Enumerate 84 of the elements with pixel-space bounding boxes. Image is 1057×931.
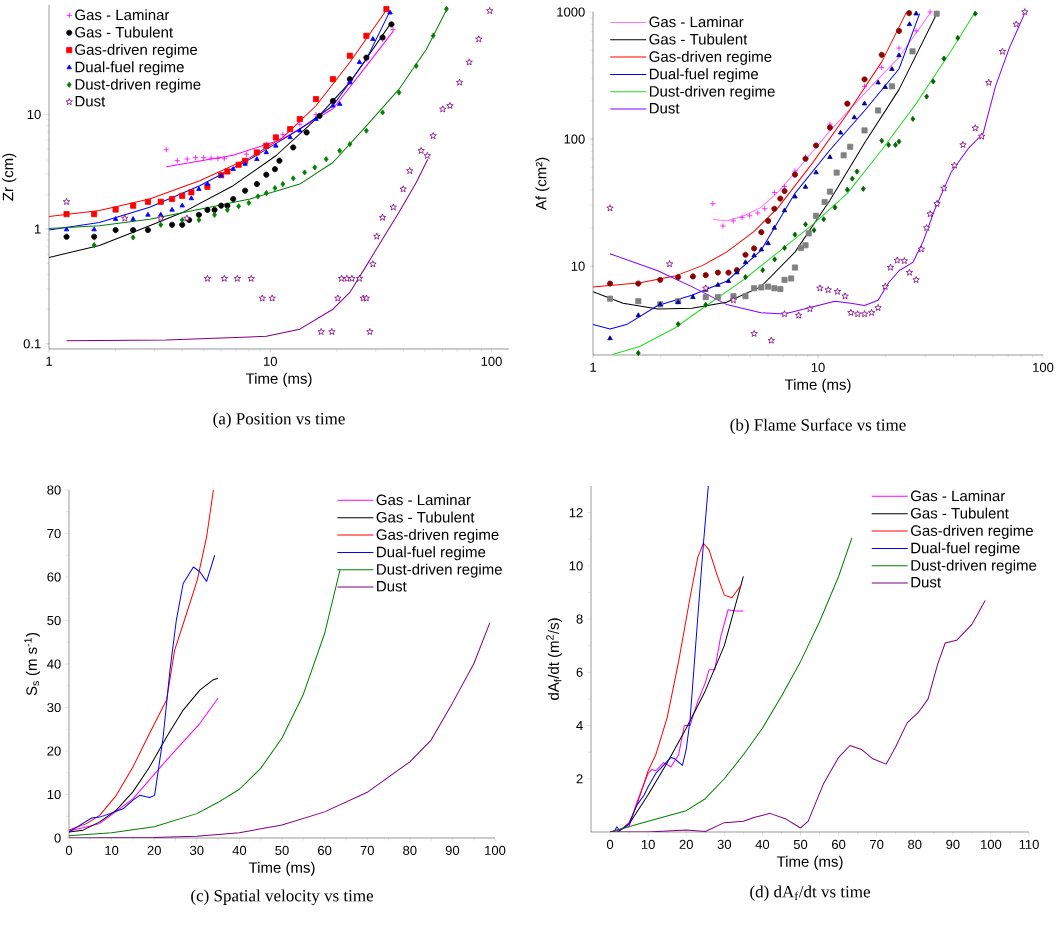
- legend-label: Gas-driven regime: [649, 50, 772, 65]
- x-tick-label: 80: [908, 839, 922, 849]
- x-axis-title: Time (ms): [248, 861, 315, 876]
- x-tick-label: 20: [679, 839, 693, 849]
- legend-label: Dust-driven regime: [75, 78, 201, 93]
- legend-label: Dual-fuel regime: [75, 61, 184, 76]
- legend-label: Dust: [911, 577, 941, 588]
- legend-label: Gas-driven regime: [75, 43, 198, 58]
- legend-label: Dual-fuel regime: [649, 68, 759, 83]
- text: (b) Flame Surface vs time: [730, 418, 906, 435]
- y-axis-title: S$_{s}$ (m s$^{-1}$): [24, 632, 40, 696]
- y-axis-title: Zr (cm): [2, 153, 17, 201]
- x-tick-label: 0: [65, 845, 73, 855]
- legend-label: Dust: [377, 581, 407, 592]
- y-tick-label: 10: [47, 789, 61, 800]
- y-tick-label: 1000: [557, 7, 585, 17]
- x-tick-label: 70: [870, 839, 884, 849]
- y-axis-title: Af (cm²): [535, 157, 550, 211]
- legend-label: Gas - Laminar: [376, 494, 471, 506]
- y-tick-label: 0.1: [23, 339, 41, 349]
- x-tick-label: 20: [147, 845, 161, 855]
- y-tick-label: 10: [27, 109, 41, 120]
- x-tick-label: 30: [717, 839, 732, 849]
- legend-label: Dual-fuel regime: [377, 546, 486, 561]
- x-tick-label: 10: [811, 362, 825, 372]
- legend-label: Dust: [649, 103, 680, 114]
- legend-label: Gas-driven regime: [376, 528, 499, 543]
- y-tick-label: 100: [564, 134, 585, 144]
- text: (d) dA$_{f}$/dt vs time: [750, 885, 870, 901]
- x-tick-label: 30: [190, 845, 204, 855]
- legend-label: Dual-fuel regime: [911, 542, 1020, 557]
- legend-label: Gas - Tubulent: [910, 507, 1009, 519]
- x-axis-title: Time (ms): [784, 378, 851, 393]
- x-tick-label: 90: [445, 845, 460, 855]
- y-tick-label: 60: [47, 572, 61, 582]
- y-tick-label: 2: [576, 774, 583, 784]
- legend-label: Dust-driven regime: [649, 85, 775, 100]
- x-tick-label: 60: [318, 845, 332, 855]
- x-tick-label: 100: [981, 839, 1002, 849]
- x-tick-label: 100: [481, 356, 502, 366]
- y-tick-label: 80: [47, 485, 61, 495]
- legend-label: Gas - Tubulent: [376, 511, 475, 523]
- y-tick-label: 6: [576, 667, 583, 677]
- text: (c) Spatial velocity vs time: [191, 889, 374, 905]
- x-tick-label: 110: [1019, 839, 1039, 849]
- x-tick-label: 40: [755, 839, 770, 849]
- legend-label: Gas - Laminar: [910, 490, 1005, 502]
- x-tick-label: 100: [485, 845, 506, 855]
- y-tick-label: 12: [569, 508, 583, 518]
- text: (a) Position vs time: [213, 412, 345, 428]
- legend-label: Gas - Tubulent: [649, 33, 748, 45]
- legend-label: Gas - Laminar: [649, 16, 744, 28]
- y-tick-label: 30: [47, 702, 61, 713]
- x-tick-label: 0: [606, 839, 614, 849]
- x-tick-label: 80: [403, 845, 417, 855]
- x-tick-label: 60: [832, 839, 846, 849]
- x-axis-title: Time (ms): [776, 855, 843, 870]
- x-tick-label: 40: [232, 845, 247, 855]
- x-tick-label: 100: [1033, 362, 1054, 372]
- y-axis-title: dA$_{f}$/dt (m$^{2}$/s): [546, 618, 562, 700]
- x-tick-label: 1: [590, 362, 596, 372]
- y-tick-label: 50: [47, 615, 61, 626]
- legend-label: Dust: [75, 96, 106, 107]
- y-tick-label: 10: [569, 561, 583, 571]
- legend-label: Gas - Laminar: [75, 9, 170, 21]
- y-tick-label: 40: [47, 659, 61, 669]
- x-tick-label: 90: [946, 839, 960, 849]
- legend-label: Dust-driven regime: [377, 563, 502, 578]
- legend-label: Dust-driven regime: [911, 559, 1037, 574]
- x-tick-label: 50: [275, 845, 289, 855]
- legend-label: Gas - Tubulent: [75, 26, 173, 38]
- y-tick-label: 20: [47, 746, 61, 756]
- legend-label: Gas-driven regime: [910, 524, 1033, 539]
- y-tick-label: 4: [576, 721, 583, 730]
- y-tick-label: 1: [34, 224, 41, 234]
- x-tick-label: 70: [360, 845, 374, 855]
- y-tick-label: 8: [576, 614, 583, 624]
- x-axis-title: Time (ms): [245, 372, 312, 387]
- x-tick-label: 50: [793, 839, 808, 849]
- x-tick-label: 10: [641, 839, 655, 849]
- x-tick-label: 10: [264, 356, 277, 366]
- y-tick-label: 10: [571, 261, 585, 271]
- y-tick-label: 70: [47, 528, 61, 539]
- x-tick-label: 10: [105, 845, 119, 855]
